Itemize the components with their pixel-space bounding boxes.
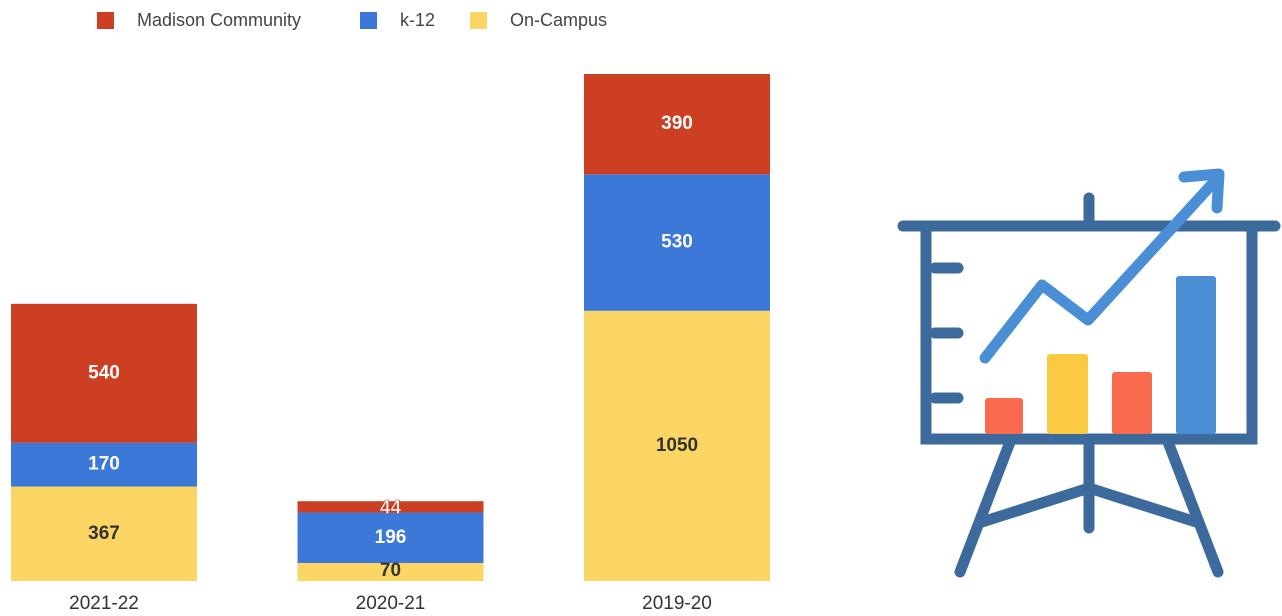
value-label: 390 — [661, 113, 693, 134]
value-label: 170 — [88, 454, 120, 475]
value-label: 367 — [88, 523, 120, 544]
value-label: 70 — [380, 560, 401, 581]
value-label: 44 — [380, 498, 402, 519]
presentation-icon — [897, 168, 1281, 578]
bar-segment — [11, 486, 197, 581]
legend-swatch — [97, 12, 114, 29]
bar-segment — [584, 174, 770, 311]
value-label: 1050 — [656, 435, 698, 456]
legend-label: k-12 — [400, 10, 435, 30]
bar-segment — [11, 442, 197, 487]
bar-segment — [297, 501, 484, 513]
value-label: 540 — [88, 362, 120, 383]
value-label: 530 — [661, 232, 693, 253]
legend-swatch — [470, 12, 487, 29]
x-tick-label: 2020-21 — [356, 593, 426, 614]
legend-swatch — [360, 12, 377, 29]
bar-segment — [584, 74, 770, 175]
legend-label: Madison Community — [137, 10, 301, 30]
value-label: 196 — [375, 527, 407, 548]
bar-segment — [584, 310, 770, 581]
bar-segment — [297, 512, 484, 563]
x-tick-label: 2019-20 — [642, 593, 712, 614]
legend-label: On-Campus — [510, 10, 607, 30]
x-tick-label: 2021-22 — [69, 593, 139, 614]
bar-segment — [297, 562, 484, 581]
bar-segment — [11, 303, 197, 443]
